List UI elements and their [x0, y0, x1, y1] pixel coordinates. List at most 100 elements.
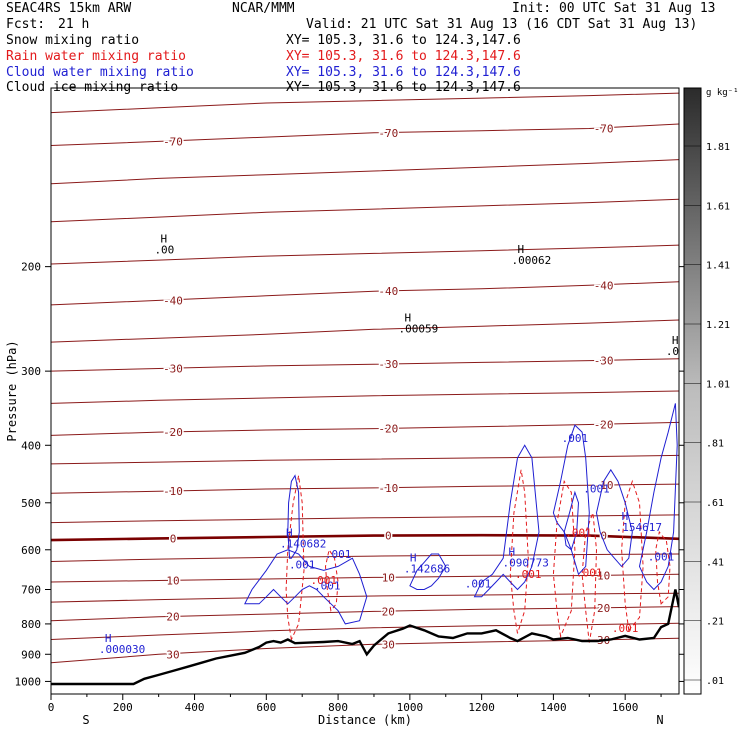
y-tick-label: 800: [21, 618, 41, 631]
temperature-contour-label: -70: [378, 127, 398, 140]
plot-frame: [50, 87, 680, 695]
temperature-contour-label: -30: [378, 358, 398, 371]
temperature-contour: [51, 573, 679, 583]
y-tick-label: 600: [21, 544, 41, 557]
max-value-label: .140682: [280, 538, 326, 551]
x-tick-label: 200: [113, 701, 133, 714]
temperature-contour-label: 30: [382, 638, 395, 651]
max-marker-h: H: [404, 311, 411, 324]
org-label: NCAR/MMM: [232, 1, 295, 16]
colorbar-label: 1.41: [706, 261, 730, 272]
x-tick-label: 1600: [612, 701, 639, 714]
x-end-label-south: S: [82, 713, 89, 727]
field-name-cloud-water: Cloud water mixing ratio: [6, 65, 194, 80]
temperature-contour: [51, 592, 679, 603]
temperature-contour-label: -10: [378, 482, 398, 495]
contour-value-label: .001: [289, 558, 316, 571]
contour-value-label: .001: [612, 622, 639, 635]
contour-value-label: .001: [515, 568, 542, 581]
model-title: SEAC4RS 15km ARW: [6, 1, 132, 16]
max-value-label: .00: [154, 243, 174, 256]
temperature-contour-label: -30: [163, 363, 183, 376]
rain-water-contour: [324, 548, 339, 612]
colorbar-label: 1.81: [706, 142, 730, 153]
max-value-label: .154617: [616, 521, 662, 534]
cloud-water-contour: [409, 553, 447, 590]
temperature-contour-label: 10: [166, 575, 179, 588]
init-time: Init: 00 UTC Sat 31 Aug 13: [512, 1, 716, 16]
temperature-contour: [51, 281, 679, 306]
x-end-label-north: N: [656, 713, 663, 727]
temperature-contour: [51, 319, 679, 343]
temperature-contour: [51, 244, 679, 265]
max-marker-h: H: [410, 551, 417, 564]
temperature-contour-label: -20: [163, 426, 183, 439]
colorbar-label: .61: [706, 498, 724, 509]
temperature-contour-label: -70: [594, 122, 614, 135]
x-tick-label: 1000: [397, 701, 424, 714]
contour-value-label: .001: [314, 580, 341, 593]
cloud-water-contour: [595, 468, 633, 568]
temperature-contour: [51, 421, 679, 436]
y-tick-label: 200: [21, 261, 41, 274]
temperature-contour-label: 20: [166, 611, 179, 624]
max-value-label: .142686: [404, 562, 450, 575]
rain-water-contour: [621, 479, 644, 632]
rain-water-contour: [581, 512, 598, 643]
y-tick-label: 900: [21, 648, 41, 661]
max-marker-h: H: [286, 527, 293, 540]
rain-water-contour: [655, 530, 671, 605]
max-marker-h: H: [509, 545, 516, 558]
contour-value-label: .001: [583, 482, 610, 495]
field-name-rain: Rain water mixing ratio: [6, 49, 187, 64]
contour-value-label: .001: [310, 574, 337, 587]
max-value-label: .000030: [99, 643, 145, 656]
colorbar-unit: g kg⁻¹: [706, 88, 739, 98]
x-tick-label: 0: [48, 701, 55, 714]
max-marker-h: H: [672, 334, 679, 347]
temperature-contour-label: -40: [594, 279, 614, 292]
temperature-contour-label: -40: [378, 285, 398, 298]
x-tick-label: 800: [328, 701, 348, 714]
max-value-label: .010: [666, 345, 693, 358]
max-value-label: .00059: [398, 322, 438, 335]
y-tick-label: 700: [21, 584, 41, 597]
temperature-contour-label: -40: [163, 294, 183, 307]
temperature-contour: [51, 123, 679, 146]
temperature-contour: [51, 622, 679, 640]
contour-value-label: .001: [565, 527, 592, 540]
colorbar-label: 1.61: [706, 201, 730, 212]
y-tick-label: 400: [21, 439, 41, 452]
colorbar-label: .01: [706, 676, 724, 687]
forecast-hours: 21 h: [58, 17, 90, 32]
temperature-contour-label: 0: [600, 530, 607, 543]
field-xy-rain: XY= 105.3, 31.6 to 124.3,147.6: [286, 49, 521, 64]
temperature-contour-label: 30: [166, 648, 179, 661]
x-tick-label: 600: [256, 701, 276, 714]
cloud-water-contour: [287, 474, 300, 559]
temperature-contour: [51, 358, 679, 372]
temperature-contour-label: 0: [385, 530, 392, 543]
temperature-contour: [51, 390, 679, 404]
contour-value-label: .001: [465, 578, 492, 591]
field-xy-snow: XY= 105.3, 31.6 to 124.3,147.6: [286, 33, 521, 48]
temperature-contour-label: -10: [594, 479, 614, 492]
freezing-level-contour: [51, 533, 679, 542]
colorbar-label: .81: [706, 439, 724, 450]
temperature-contour-label: 10: [382, 571, 395, 584]
colorbar-label: 1.01: [706, 379, 730, 390]
max-value-label: .090773: [503, 556, 549, 569]
contour-value-label: .001: [562, 432, 589, 445]
temperature-contour-label: -10: [163, 485, 183, 498]
temperature-contour-label: -70: [163, 135, 183, 148]
colorbar: [683, 87, 702, 695]
cloud-water-contour: [638, 403, 678, 591]
y-tick-label: 1000: [15, 675, 42, 688]
field-xy-cloud-water: XY= 105.3, 31.6 to 124.3,147.6: [286, 65, 521, 80]
contour-value-label: .001: [648, 550, 675, 563]
cloud-water-contour: [243, 549, 368, 625]
temperature-contour-label: -20: [378, 423, 398, 436]
temperature-contour: [51, 553, 679, 562]
y-tick-label: 300: [21, 365, 41, 378]
